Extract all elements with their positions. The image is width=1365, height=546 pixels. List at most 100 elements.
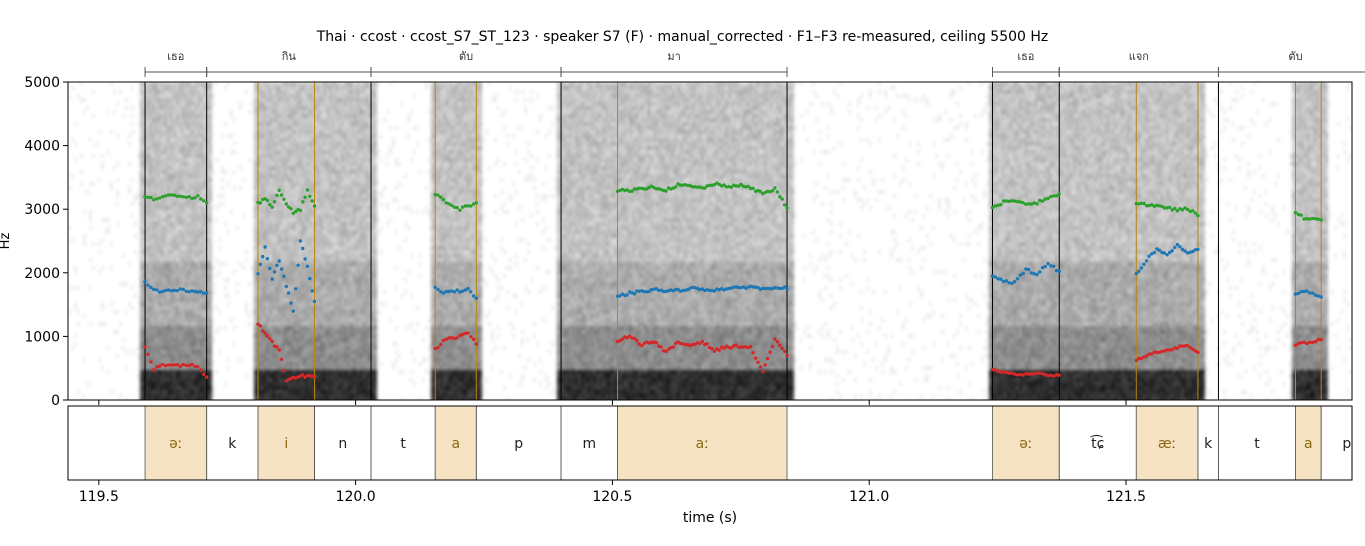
spectrogram-cell <box>170 390 173 394</box>
spectrogram-cell <box>305 90 308 94</box>
spectrogram-cell <box>272 366 275 370</box>
spectrogram-cell <box>299 326 302 330</box>
spectrogram-cell <box>149 178 152 182</box>
spectrogram-cell <box>185 182 188 186</box>
spectrogram-cell <box>182 326 185 330</box>
spectrogram-cell <box>173 374 176 378</box>
spectrogram-cell <box>152 334 155 338</box>
spectrogram-cell <box>176 170 179 174</box>
spectrogram-cell <box>200 214 203 218</box>
spectrogram-cell <box>239 106 242 110</box>
spectrogram-cell <box>179 370 182 374</box>
spectrogram-cell <box>203 86 206 90</box>
spectrogram-cell <box>338 330 341 334</box>
spectrogram-cell <box>338 114 341 118</box>
spectrogram-cell <box>344 378 347 382</box>
spectrogram-cell <box>263 350 266 354</box>
spectrogram-cell <box>200 86 203 90</box>
spectrogram-cell <box>341 234 344 238</box>
spectrogram-cell <box>308 302 311 306</box>
spectrogram-cell <box>173 118 176 122</box>
spectrogram-cell <box>182 158 185 162</box>
spectrogram-cell <box>344 238 347 242</box>
spectrogram-cell <box>167 386 170 390</box>
spectrogram-cell <box>278 94 281 98</box>
spectrogram-cell <box>263 274 266 278</box>
spectrogram-cell <box>329 258 332 262</box>
spectrogram-cell <box>344 374 347 378</box>
spectrogram-cell <box>260 290 263 294</box>
spectrogram-cell <box>293 298 296 302</box>
spectrogram-cell <box>209 350 212 354</box>
spectrogram-cell <box>188 254 191 258</box>
spectrogram-cell <box>350 238 353 242</box>
spectrogram-cell <box>185 82 188 86</box>
spectrogram-cell <box>308 150 311 154</box>
spectrogram-cell <box>350 206 353 210</box>
spectrogram-cell <box>341 118 344 122</box>
spectrogram-cell <box>140 222 143 226</box>
spectrogram-cell <box>308 338 311 342</box>
spectrogram-cell <box>293 178 296 182</box>
spectrogram-cell <box>107 370 110 374</box>
spectrogram-cell <box>329 118 332 122</box>
spectrogram-cell <box>116 194 119 198</box>
spectrogram-cell <box>173 266 176 270</box>
spectrogram-cell <box>281 138 284 142</box>
spectrogram-cell <box>299 94 302 98</box>
spectrogram-cell <box>260 274 263 278</box>
spectrogram-cell <box>320 306 323 310</box>
spectrogram-cell <box>341 166 344 170</box>
spectrogram-cell <box>185 306 188 310</box>
spectrogram-cell <box>290 118 293 122</box>
spectrogram-cell <box>161 258 164 262</box>
spectrogram-cell <box>326 226 329 230</box>
spectrogram-cell <box>185 206 188 210</box>
spectrogram-cell <box>344 322 347 326</box>
spectrogram-cell <box>203 382 206 386</box>
spectrogram-cell <box>188 306 191 310</box>
spectrogram-cell <box>344 190 347 194</box>
spectrogram-cell <box>323 98 326 102</box>
spectrogram-cell <box>305 86 308 90</box>
spectrogram-cell <box>233 326 236 330</box>
spectrogram-cell <box>167 258 170 262</box>
spectrogram-cell <box>167 322 170 326</box>
spectrogram-cell <box>335 186 338 190</box>
spectrogram-cell <box>170 226 173 230</box>
spectrogram-cell <box>263 298 266 302</box>
spectrogram-cell <box>266 106 269 110</box>
spectrogram-cell <box>185 214 188 218</box>
spectrogram-cell <box>188 298 191 302</box>
spectrogram-cell <box>308 350 311 354</box>
spectrogram-cell <box>161 386 164 390</box>
spectrogram-cell <box>308 394 311 398</box>
spectrogram-cell <box>197 246 200 250</box>
spectrogram-cell <box>350 234 353 238</box>
spectrogram-cell <box>338 222 341 226</box>
spectrogram-cell <box>140 322 143 326</box>
spectrogram-cell <box>71 174 74 178</box>
spectrogram-cell <box>323 258 326 262</box>
spectrogram-cell <box>347 222 350 226</box>
spectrogram-cell <box>185 122 188 126</box>
spectrogram-cell <box>272 190 275 194</box>
spectrogram-cell <box>335 290 338 294</box>
spectrogram-cell <box>170 234 173 238</box>
spectrogram-cell <box>332 270 335 274</box>
spectrogram-cell <box>140 122 143 126</box>
spectrogram-cell <box>341 318 344 322</box>
spectrogram-cell <box>140 178 143 182</box>
spectrogram-cell <box>356 338 359 342</box>
spectrogram-cell <box>287 266 290 270</box>
spectrogram-cell <box>179 322 182 326</box>
spectrogram-cell <box>176 110 179 114</box>
spectrogram-cell <box>161 346 164 350</box>
spectrogram-cell <box>272 262 275 266</box>
spectrogram-cell <box>290 202 293 206</box>
spectrogram-cell <box>305 354 308 358</box>
spectrogram-cell <box>164 350 167 354</box>
spectrogram-cell <box>347 114 350 118</box>
spectrogram-cell <box>347 94 350 98</box>
spectrogram-cell <box>167 354 170 358</box>
